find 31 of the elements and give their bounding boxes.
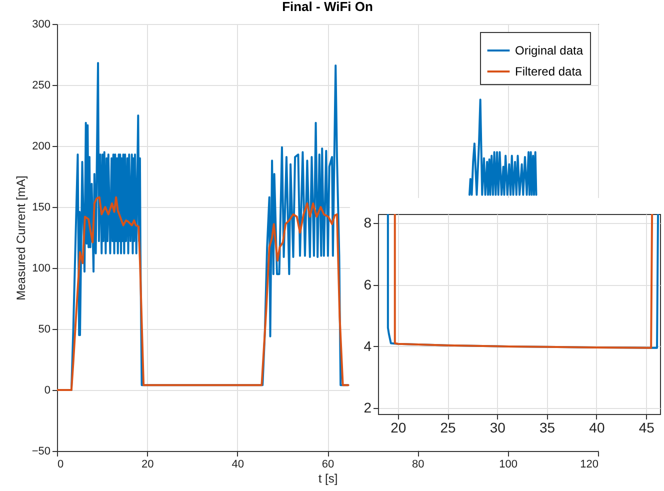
y-tick-label: 8	[364, 214, 372, 231]
legend-label: Filtered data	[515, 64, 582, 78]
y-axis-title: Measured Current [mA]	[14, 176, 28, 300]
x-tick-label: 20	[390, 420, 406, 436]
x-tick-label: 40	[232, 458, 244, 470]
x-tick-label: 100	[499, 458, 518, 470]
x-tick-label: 45	[638, 420, 655, 436]
y-tick-label: 4	[364, 338, 372, 354]
y-tick-label: 0	[44, 384, 50, 396]
x-tick-label: 80	[412, 458, 424, 470]
chart-title: Final - WiFi On	[282, 0, 373, 14]
x-tick-label: 35	[540, 420, 556, 436]
y-tick-label: 150	[32, 202, 50, 214]
y-tick-label: 300	[32, 18, 50, 30]
x-axis-title: t [s]	[318, 472, 338, 486]
line-series	[57, 196, 350, 391]
legend-label: Original data	[515, 44, 584, 58]
y-tick-label: 100	[32, 262, 50, 274]
y-tick-label: −50	[32, 446, 50, 458]
y-tick-label: 250	[32, 80, 50, 92]
x-tick-label: 30	[490, 420, 506, 436]
x-tick-label: 20	[142, 458, 154, 470]
x-tick-label: 40	[589, 420, 605, 436]
x-tick-label: 60	[322, 458, 334, 470]
y-tick-label: 200	[32, 140, 50, 152]
x-tick-label: 25	[440, 420, 456, 436]
y-tick-label: 6	[364, 276, 372, 292]
x-tick-label: 0	[58, 458, 64, 470]
x-tick-label: 120	[580, 458, 598, 470]
y-tick-label: 2	[364, 399, 372, 416]
y-tick-label: 50	[38, 324, 50, 336]
